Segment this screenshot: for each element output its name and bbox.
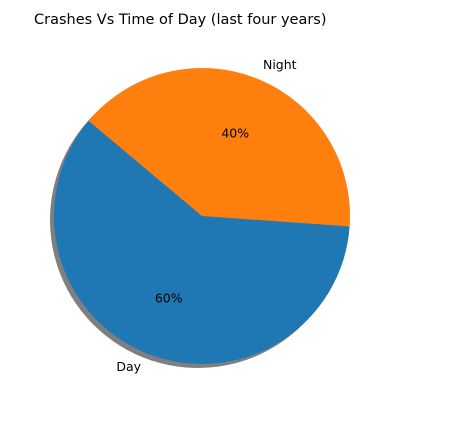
slice-day [54, 120, 350, 364]
slice-label-night: Night [263, 57, 297, 72]
slice-night [88, 67, 350, 227]
chart-title: Crashes Vs Time of Day (last four years) [34, 12, 327, 28]
slice-percent-day: 60% [155, 290, 183, 305]
pie-labels: Day 60% Night 40% [116, 57, 296, 374]
pie-slices [54, 67, 350, 364]
slice-percent-night: 40% [221, 126, 249, 141]
slice-label-day: Day [116, 359, 141, 374]
